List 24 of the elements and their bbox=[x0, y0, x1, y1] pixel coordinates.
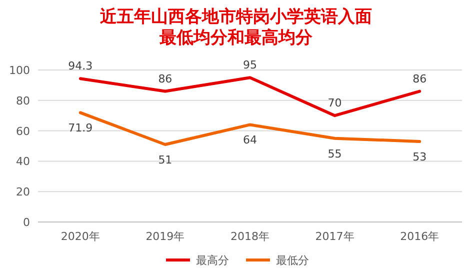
y-tick: 100 bbox=[9, 64, 30, 77]
data-label: 94.3 bbox=[68, 60, 93, 73]
legend-label: 最低分 bbox=[276, 254, 309, 267]
legend-label: 最高分 bbox=[196, 254, 229, 267]
data-label: 71.9 bbox=[68, 122, 93, 135]
x-tick: 2018年 bbox=[230, 230, 270, 243]
y-tick: 80 bbox=[16, 94, 30, 108]
y-tick: 40 bbox=[16, 155, 30, 168]
data-label: 86 bbox=[412, 72, 427, 86]
x-tick: 2020年 bbox=[60, 230, 100, 243]
x-tick: 2017年 bbox=[315, 230, 354, 243]
x-tick: 2016年 bbox=[400, 230, 440, 243]
y-tick: 0 bbox=[23, 216, 30, 229]
data-label: 64 bbox=[243, 134, 257, 147]
data-label: 86 bbox=[158, 72, 172, 86]
title: 近五年山西各地市特岗小学英语入面最低均分和最高均分 bbox=[100, 7, 372, 48]
data-label: 53 bbox=[412, 150, 427, 164]
data-label: 51 bbox=[158, 153, 172, 166]
y-tick: 20 bbox=[16, 186, 30, 199]
x-tick: 2019年 bbox=[146, 230, 185, 243]
data-label: 70 bbox=[328, 96, 342, 110]
y-tick: 60 bbox=[16, 124, 30, 138]
data-label: 55 bbox=[328, 147, 342, 160]
data-label: 95 bbox=[243, 58, 257, 72]
